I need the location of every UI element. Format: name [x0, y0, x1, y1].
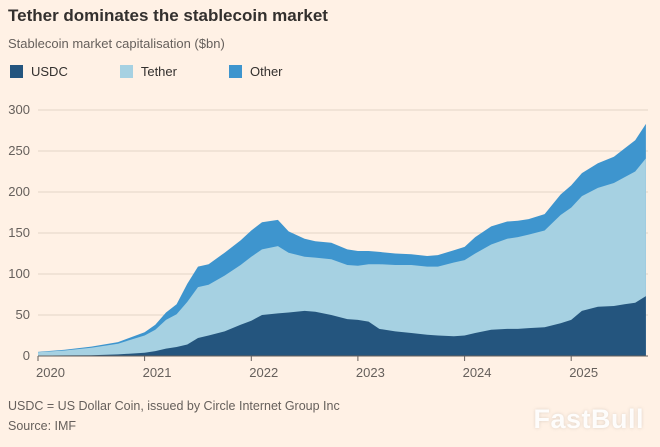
svg-text:100: 100	[8, 266, 30, 281]
legend-label-other: Other	[249, 64, 283, 79]
svg-text:2025: 2025	[569, 365, 598, 380]
stacked-area-chart: 0 50 100 150 200 250 300 2020 2021 2022 2023 2024 20…	[8, 102, 648, 380]
legend: USDC Tether Other	[10, 64, 283, 79]
footnote: USDC = US Dollar Coin, issued by Circle …	[8, 399, 340, 413]
legend-label-tether: Tether	[140, 64, 177, 79]
svg-text:2020: 2020	[36, 365, 65, 380]
legend-item-usdc: USDC	[10, 64, 68, 79]
legend-item-tether: Tether	[119, 64, 177, 79]
svg-text:150: 150	[8, 225, 30, 240]
svg-text:2024: 2024	[463, 365, 492, 380]
other-swatch	[228, 65, 242, 78]
usdc-swatch	[10, 65, 23, 78]
tether-swatch	[119, 65, 133, 78]
svg-text:300: 300	[8, 102, 30, 117]
svg-text:250: 250	[8, 143, 30, 158]
svg-text:2023: 2023	[356, 365, 385, 380]
legend-label-usdc: USDC	[31, 64, 68, 79]
svg-text:50: 50	[16, 307, 30, 322]
svg-text:0: 0	[23, 348, 30, 363]
legend-item-other: Other	[228, 64, 283, 79]
svg-text:200: 200	[8, 184, 30, 199]
watermark: FastBull	[533, 404, 644, 434]
chart-subtitle: Stablecoin market capitalisation ($bn)	[8, 36, 225, 51]
svg-text:2021: 2021	[143, 365, 172, 380]
svg-text:2022: 2022	[249, 365, 278, 380]
chart-title: Tether dominates the stablecoin market	[8, 6, 328, 25]
source-label: Source: IMF	[8, 419, 77, 433]
